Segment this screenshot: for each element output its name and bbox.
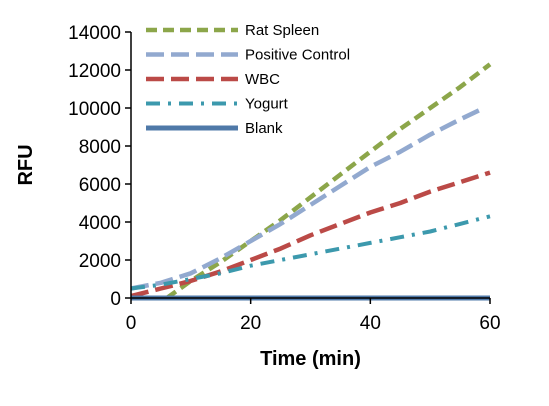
series-line-wbc bbox=[130, 170, 491, 299]
x-axis-title: Time (min) bbox=[260, 348, 361, 370]
series-layer bbox=[130, 62, 492, 301]
legend-label: Blank bbox=[245, 120, 283, 137]
x-tick-label: 40 bbox=[360, 313, 381, 334]
legend-label: WBC bbox=[245, 71, 280, 88]
legend-label: Yogurt bbox=[245, 96, 289, 113]
y-axis-title: RFU bbox=[15, 144, 37, 185]
y-tick-label: 8000 bbox=[79, 137, 121, 158]
series-line-rat-spleen bbox=[165, 62, 492, 300]
series-line-yogurt bbox=[130, 214, 491, 291]
y-tick-label: 12000 bbox=[68, 61, 121, 82]
y-tick-label: 10000 bbox=[68, 99, 121, 120]
series-line-positive-control bbox=[130, 105, 485, 291]
legend: Rat Spleen Positive Control WBC Yogurt Blank bbox=[146, 22, 350, 137]
ticks-layer: 0 2000 4000 6000 8000 10000 12000 14000 0 20 40 60 bbox=[68, 23, 500, 334]
y-tick-label: 14000 bbox=[68, 23, 121, 44]
axes-layer bbox=[130, 32, 490, 299]
y-tick-label: 2000 bbox=[79, 251, 121, 272]
x-tick-label: 20 bbox=[240, 313, 261, 334]
y-tick-label: 6000 bbox=[79, 175, 121, 196]
legend-label: Positive Control bbox=[245, 47, 350, 64]
x-tick-label: 60 bbox=[479, 313, 500, 334]
y-tick-label: 4000 bbox=[79, 213, 121, 234]
x-tick-label: 0 bbox=[126, 313, 137, 334]
legend-label: Rat Spleen bbox=[245, 22, 319, 39]
y-tick-label: 0 bbox=[110, 289, 121, 310]
